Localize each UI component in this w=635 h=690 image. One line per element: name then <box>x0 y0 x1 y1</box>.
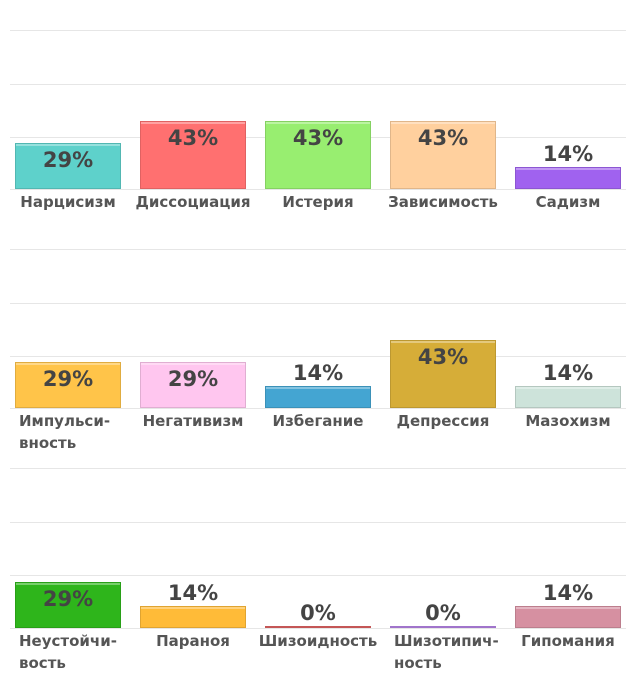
category-label: Параноя <box>156 632 230 650</box>
data-label: 14% <box>542 142 594 166</box>
baseline-gridline <box>10 189 626 190</box>
gridline <box>10 575 626 576</box>
category-label: Гипомания <box>521 632 615 650</box>
category-label: Неустойчи- вость <box>19 632 117 672</box>
bar[interactable] <box>140 121 246 189</box>
bar[interactable] <box>265 626 371 628</box>
data-label: 29% <box>42 367 94 391</box>
data-label: 14% <box>167 581 219 605</box>
bar[interactable] <box>140 362 246 408</box>
bar[interactable] <box>15 143 121 189</box>
gridline <box>10 468 626 469</box>
bar[interactable] <box>515 386 621 408</box>
data-label: 0% <box>300 601 336 625</box>
baseline-gridline <box>10 628 626 629</box>
category-label: Шизоидность <box>258 632 378 650</box>
category-label: Диссоциация <box>135 193 251 211</box>
data-label: 14% <box>292 361 344 385</box>
category-label: Садизм <box>535 193 601 211</box>
gridline <box>10 522 626 523</box>
category-label: Мазохизм <box>525 412 611 430</box>
category-label: Негативизм <box>142 412 244 430</box>
gridline <box>10 303 626 304</box>
bar[interactable] <box>390 626 496 628</box>
category-label: Нарцисизм <box>20 193 116 211</box>
data-label: 43% <box>292 126 344 150</box>
bar[interactable] <box>390 340 496 408</box>
bar[interactable] <box>265 121 371 189</box>
data-label: 43% <box>417 345 469 369</box>
gridline <box>10 30 626 31</box>
category-label: Истерия <box>282 193 354 211</box>
bar[interactable] <box>390 121 496 189</box>
bar[interactable] <box>140 606 246 628</box>
bar[interactable] <box>515 606 621 628</box>
data-label: 43% <box>167 126 219 150</box>
gridline <box>10 356 626 357</box>
gridline <box>10 249 626 250</box>
data-label: 29% <box>167 367 219 391</box>
category-label: Шизотипич- ность <box>394 632 499 672</box>
data-label: 14% <box>542 361 594 385</box>
category-label: Импульси- вность <box>19 412 111 452</box>
data-label: 29% <box>42 148 94 172</box>
bar[interactable] <box>515 167 621 189</box>
category-label: Избегание <box>272 412 364 430</box>
baseline-gridline <box>10 408 626 409</box>
category-label: Депрессия <box>396 412 490 430</box>
bar[interactable] <box>265 386 371 408</box>
data-label: 29% <box>42 587 94 611</box>
gridline <box>10 84 626 85</box>
data-label: 0% <box>425 601 461 625</box>
bar[interactable] <box>15 582 121 628</box>
bar[interactable] <box>15 362 121 408</box>
category-label: Зависимость <box>388 193 498 211</box>
data-label: 43% <box>417 126 469 150</box>
data-label: 14% <box>542 581 594 605</box>
